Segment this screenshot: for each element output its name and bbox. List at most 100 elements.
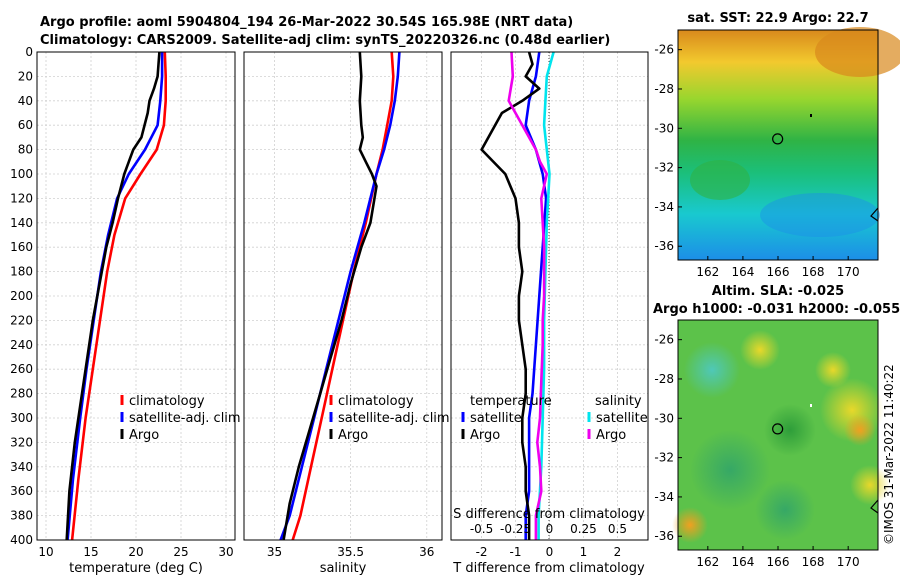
y-tick-label: 140 (10, 216, 33, 230)
map-y-tick-label: -36 (654, 239, 674, 253)
temperature-xlabel: temperature (deg C) (69, 561, 203, 576)
map-x-tick-label: 168 (802, 555, 825, 569)
y-tick-label: 100 (10, 167, 33, 181)
series-line-argo (65, 52, 161, 540)
sla-map-panel: Altim. SLA: -0.025 Argo h1000: -0.031 h2… (653, 284, 900, 569)
legend-label-climatology: climatology (129, 394, 205, 409)
x-tick-label: -1 (510, 545, 522, 559)
legend-title-temperature: temperature (470, 394, 552, 409)
sla-coast-dot (810, 404, 812, 407)
difference-axes-frame (450, 51, 649, 541)
sla-orange-eddy-2 (672, 507, 708, 543)
legend-label-satellite: satellite-adj. clim (129, 411, 241, 426)
sst-green-patch (690, 160, 750, 200)
y-tick-label: 260 (10, 362, 33, 376)
y-tick-label: 200 (10, 289, 33, 303)
figure-title-line-2: Climatology: CARS2009. Satellite-adj cli… (40, 33, 611, 48)
x-tick-label: 30 (218, 545, 233, 559)
legend-label-temp-argo: Argo (470, 428, 500, 443)
y-tick-label: 400 (10, 533, 33, 547)
y-tick-label: 320 (10, 435, 33, 449)
salinity-grid (244, 51, 442, 541)
series-line-temperature-argo (480, 52, 541, 540)
difference-xlabel: T difference from climatology (452, 561, 645, 576)
y-tick-label: 280 (10, 387, 33, 401)
map-x-tick-label: 166 (767, 265, 790, 279)
map-y-tick-label: -28 (654, 372, 674, 386)
map-y-tick-label: -30 (654, 411, 674, 425)
x-tick-label: 20 (128, 545, 143, 559)
sla-argo-position-marker (772, 423, 784, 435)
salinity-axes-frame (243, 51, 443, 541)
x-top-tick-label: 0.5 (608, 522, 627, 536)
sst-coastline (870, 207, 879, 222)
y-tick-label: 300 (10, 411, 33, 425)
temperature-legend: climatology satellite-adj. clim Argo (120, 394, 241, 443)
watermark-timestamp: ©IMOS 31-Mar-2022 11:40:22 (882, 364, 896, 545)
temperature-axes-frame (36, 51, 236, 541)
figure-title-line-1: Argo profile: aoml 5904804_194 26-Mar-20… (40, 15, 574, 30)
sla-green-eddy (690, 430, 770, 510)
x-tick-label: 2 (614, 545, 622, 559)
legend-label-temp-satellite: satellite (470, 411, 522, 426)
x-tick-label: 10 (38, 545, 53, 559)
sla-map-subtitle: Argo h1000: -0.031 h2000: -0.055 (653, 302, 900, 317)
map-y-tick-label: -32 (654, 451, 674, 465)
series-line-satellite-adj-clim (279, 52, 401, 540)
map-y-tick-label: -26 (654, 43, 674, 57)
salinity-tick-labels: 35 35.5 36 (267, 545, 435, 559)
sla-yellow-eddy-3 (850, 465, 890, 505)
map-y-tick-label: -26 (654, 333, 674, 347)
sst-cool-patch (760, 193, 880, 237)
difference-legend-salinity: salinity satellite Argo (587, 394, 648, 443)
sla-orange-eddy (844, 414, 876, 446)
legend-label-satellite: satellite-adj. clim (338, 411, 450, 426)
map-x-tick-label: 162 (696, 265, 719, 279)
series-line-salinity-satellite (537, 52, 555, 540)
x-top-tick-label: 0.25 (570, 522, 597, 536)
salinity-legend: climatology satellite-adj. clim Argo (329, 394, 450, 443)
salinity-profile-panel: 35 35.5 36 salinity climatology satellite-… (243, 51, 450, 576)
y-tick-label: 220 (10, 313, 33, 327)
difference-series-group (480, 52, 555, 540)
difference-legend-temperature: temperature satellite Argo (461, 394, 552, 443)
salinity-xlabel: salinity (320, 561, 367, 576)
map-x-tick-label: 162 (696, 555, 719, 569)
sla-yellow-eddy-4 (740, 330, 780, 370)
map-y-tick-label: -34 (654, 200, 674, 214)
map-x-tick-label: 166 (767, 555, 790, 569)
difference-profile-panel: -2 -1 0 1 2 -0.5 -0.25 0 0.25 0.5 S difference fr… (450, 51, 649, 576)
y-tick-label: 40 (18, 94, 33, 108)
x-tick-label: 0 (546, 545, 554, 559)
series-line-climatology (291, 52, 395, 540)
sla-dark-green-eddy (764, 404, 816, 456)
map-x-tick-label: 164 (731, 265, 754, 279)
series-line-temperature-satellite (524, 52, 548, 540)
sla-tick-labels: 162 164 166 168 170 -26 -28 -30 -32 -34 -36 (654, 333, 859, 569)
x-tick-label: 35 (267, 545, 282, 559)
sla-cyan-eddy (684, 342, 740, 398)
map-y-tick-label: -32 (654, 161, 674, 175)
y-tick-label: 120 (10, 191, 33, 205)
sst-warm-patch (815, 27, 900, 77)
x-tick-label: 25 (173, 545, 188, 559)
temperature-grid (37, 51, 235, 541)
y-tick-label: 0 (25, 45, 33, 59)
difference-top-xlabel: S difference from climatology (453, 507, 645, 522)
y-tick-label: 80 (18, 143, 33, 157)
map-y-tick-label: -30 (654, 121, 674, 135)
x-tick-label: 36 (419, 545, 434, 559)
sst-tick-labels: 162 164 166 168 170 -26 -28 -30 -32 -34 -36 (654, 43, 859, 279)
y-tick-label: 160 (10, 240, 33, 254)
series-line-salinity-argo (507, 52, 549, 540)
sla-green-eddy-2 (755, 480, 815, 540)
x-top-tick-label: -0.5 (470, 522, 493, 536)
sla-coastline (870, 499, 879, 514)
series-line-argo (282, 52, 378, 540)
sla-yellow-eddy-2 (815, 352, 851, 388)
map-y-tick-label: -36 (654, 529, 674, 543)
series-line-climatology (70, 52, 167, 540)
x-tick-label: 15 (83, 545, 98, 559)
sst-map-panel: sat. SST: 22.9 Argo: 22.7 162 164 166 168 17… (654, 11, 900, 279)
legend-label-climatology: climatology (338, 394, 414, 409)
